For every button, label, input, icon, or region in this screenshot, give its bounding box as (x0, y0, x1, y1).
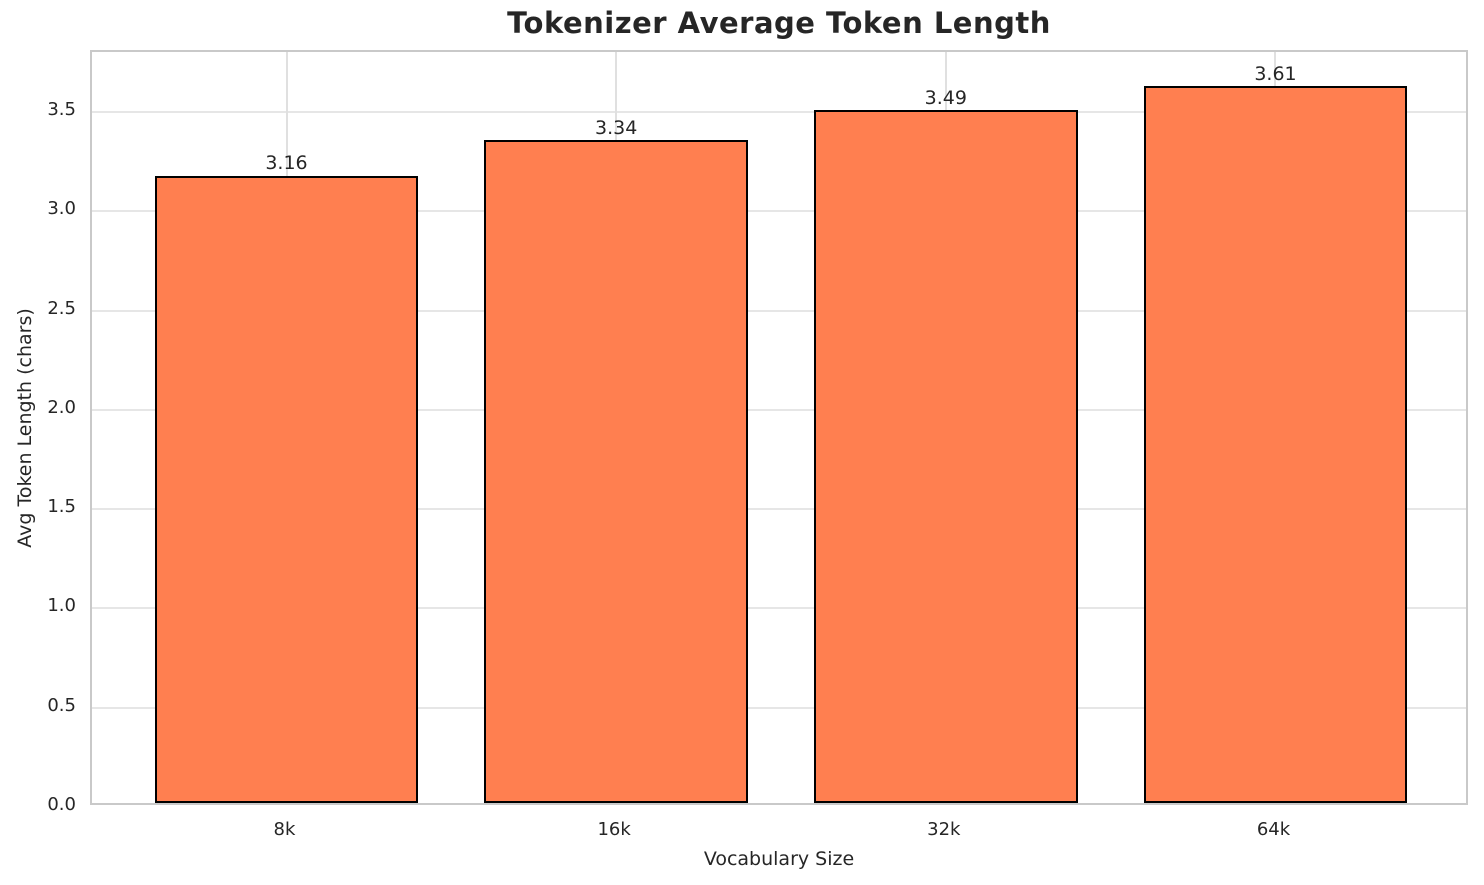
x-tick-label: 32k (927, 819, 961, 840)
h-gridline (92, 309, 1466, 312)
bar-64k (1143, 86, 1408, 803)
y-tick-label: 1.0 (47, 595, 76, 617)
bar-16k (484, 139, 749, 803)
y-tick-label: 0.0 (47, 794, 76, 815)
y-tick-label: 3.5 (47, 98, 76, 120)
x-tick-label: 16k (597, 819, 631, 840)
bar-value-label: 3.49 (924, 86, 967, 109)
h-gridline (92, 210, 1466, 213)
bar-value-label: 3.61 (1254, 63, 1297, 86)
y-tick-label: 2.5 (47, 297, 76, 319)
y-tick-label: 2.0 (47, 396, 76, 418)
plot-area: 3.16 3.34 3.49 3.61 (90, 50, 1468, 805)
y-tick-label: 0.5 (47, 694, 76, 716)
x-tick-label: 8k (273, 819, 296, 840)
h-gridline (92, 706, 1466, 709)
bar-value-label: 3.34 (595, 116, 638, 139)
chart-title: Tokenizer Average Token Length (507, 6, 1051, 40)
h-gridline (92, 607, 1466, 610)
h-gridline (92, 110, 1466, 113)
x-tick-label: 64k (1256, 819, 1291, 840)
x-axis-label: Vocabulary Size (703, 848, 855, 870)
bar-32k (813, 109, 1078, 803)
y-tick-label: 3.0 (47, 198, 76, 220)
h-gridline (92, 508, 1466, 511)
y-tick-label: 1.5 (47, 496, 76, 518)
h-gridline (92, 408, 1466, 411)
bar-value-label: 3.16 (265, 152, 308, 175)
bar-8k (154, 175, 419, 803)
